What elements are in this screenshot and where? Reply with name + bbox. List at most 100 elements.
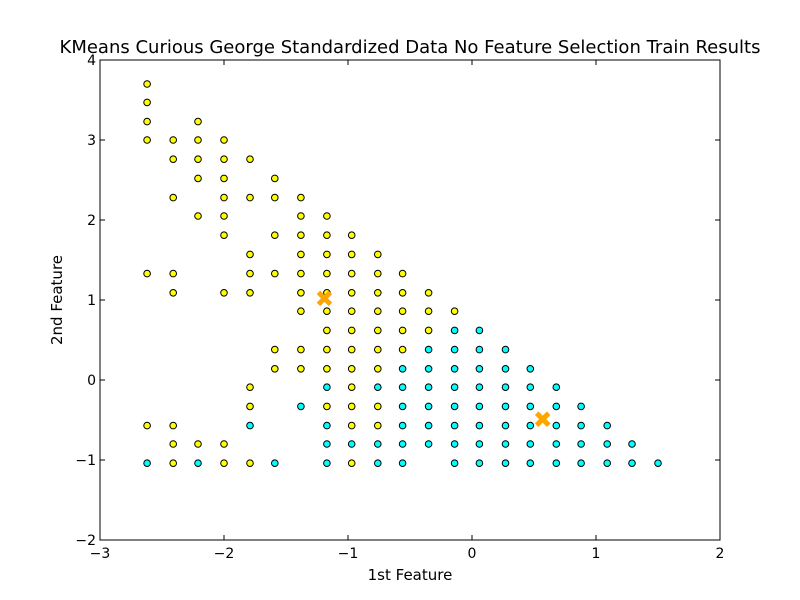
data-point-cluster-0 [347, 402, 356, 411]
data-point-cluster-0 [323, 402, 331, 411]
data-point-cluster-1 [628, 440, 636, 448]
data-point-cluster-0 [169, 193, 177, 202]
data-point-cluster-0 [220, 231, 228, 239]
data-point-cluster-1 [501, 365, 510, 373]
chart-title: KMeans Curious George Standardized Data … [60, 37, 761, 58]
data-point-cluster-0 [374, 326, 382, 335]
data-point-cluster-1 [143, 459, 151, 468]
data-point-cluster-0 [246, 155, 254, 163]
data-point-cluster-0 [220, 136, 228, 144]
data-point-cluster-1 [628, 459, 636, 468]
y-tick-label: 0 [87, 373, 96, 389]
data-point-cluster-0 [194, 117, 202, 126]
x-axis-label: 1st Feature [368, 566, 453, 584]
data-point-cluster-1 [374, 383, 382, 392]
data-point-cluster-1 [450, 421, 459, 430]
data-point-cluster-1 [323, 440, 331, 448]
data-point-cluster-1 [577, 421, 585, 430]
data-point-cluster-0 [220, 174, 228, 183]
x-tick-label: 1 [592, 546, 601, 562]
data-point-cluster-0 [246, 269, 254, 278]
data-point-cluster-0 [143, 98, 151, 107]
data-point-cluster-1 [603, 459, 612, 468]
data-point-cluster-0 [220, 212, 228, 220]
data-point-cluster-1 [424, 440, 433, 448]
data-point-cluster-1 [424, 383, 433, 392]
x-tick-label: 2 [716, 546, 725, 562]
data-point-cluster-1 [603, 421, 612, 430]
data-point-cluster-1 [475, 383, 484, 392]
data-point-cluster-0 [246, 459, 254, 468]
data-point-cluster-1 [552, 459, 561, 468]
data-point-cluster-0 [374, 250, 382, 259]
data-point-cluster-1 [526, 383, 535, 392]
data-point-cluster-1 [271, 459, 279, 468]
data-point-cluster-0 [374, 289, 382, 297]
data-point-cluster-1 [450, 365, 459, 373]
data-point-cluster-0 [220, 440, 228, 448]
data-point-cluster-1 [323, 459, 331, 468]
data-point-cluster-1 [374, 440, 382, 448]
data-point-cluster-0 [450, 307, 459, 316]
x-tick-label: −3 [90, 546, 111, 562]
data-point-cluster-0 [194, 440, 202, 448]
data-point-cluster-1 [450, 440, 459, 448]
data-point-cluster-0 [297, 365, 305, 373]
data-point-cluster-1 [424, 345, 433, 354]
data-point-cluster-0 [271, 345, 279, 354]
data-point-cluster-1 [194, 459, 202, 468]
data-point-cluster-0 [220, 289, 228, 297]
data-point-cluster-1 [526, 440, 535, 448]
data-point-cluster-0 [323, 231, 331, 239]
data-point-cluster-0 [424, 307, 433, 316]
data-point-cluster-0 [271, 365, 279, 373]
data-point-cluster-1 [424, 402, 433, 411]
data-point-cluster-1 [475, 402, 484, 411]
data-point-cluster-0 [347, 289, 356, 297]
data-point-cluster-0 [398, 289, 407, 297]
y-tick-label: 3 [87, 133, 96, 149]
data-point-cluster-1 [450, 326, 459, 335]
data-point-cluster-0 [398, 307, 407, 316]
points-layer [143, 80, 662, 468]
data-point-cluster-0 [143, 421, 151, 430]
data-point-cluster-1 [297, 402, 305, 411]
centroid-layer [316, 290, 551, 427]
data-point-cluster-1 [526, 421, 535, 430]
data-point-cluster-0 [169, 421, 177, 430]
data-point-cluster-1 [501, 345, 510, 354]
data-point-cluster-1 [654, 459, 662, 468]
x-tick-label: −1 [338, 546, 359, 562]
data-point-cluster-1 [347, 440, 356, 448]
data-point-cluster-0 [323, 345, 331, 354]
data-point-cluster-0 [347, 365, 356, 373]
data-point-cluster-1 [398, 383, 407, 392]
data-point-cluster-0 [169, 155, 177, 163]
y-tick-label: −1 [75, 453, 96, 469]
data-point-cluster-0 [347, 269, 356, 278]
data-point-cluster-1 [450, 402, 459, 411]
data-point-cluster-1 [450, 383, 459, 392]
data-point-cluster-1 [398, 459, 407, 468]
data-point-cluster-1 [450, 345, 459, 354]
data-point-cluster-1 [577, 402, 585, 411]
y-tick-label: 2 [87, 213, 96, 229]
data-point-cluster-0 [347, 383, 356, 392]
data-point-cluster-1 [246, 421, 254, 430]
data-point-cluster-0 [347, 326, 356, 335]
data-point-cluster-0 [323, 307, 331, 316]
data-point-cluster-1 [526, 365, 535, 373]
centroid-marker-0 [316, 290, 333, 307]
data-point-cluster-0 [297, 212, 305, 220]
data-point-cluster-0 [246, 289, 254, 297]
data-point-cluster-0 [347, 231, 356, 239]
data-point-cluster-0 [169, 136, 177, 144]
data-point-cluster-0 [297, 269, 305, 278]
data-point-cluster-0 [297, 231, 305, 239]
data-point-cluster-0 [297, 289, 305, 297]
data-point-cluster-1 [398, 421, 407, 430]
y-tick-label: −2 [75, 533, 96, 549]
data-point-cluster-1 [526, 459, 535, 468]
data-point-cluster-1 [475, 365, 484, 373]
